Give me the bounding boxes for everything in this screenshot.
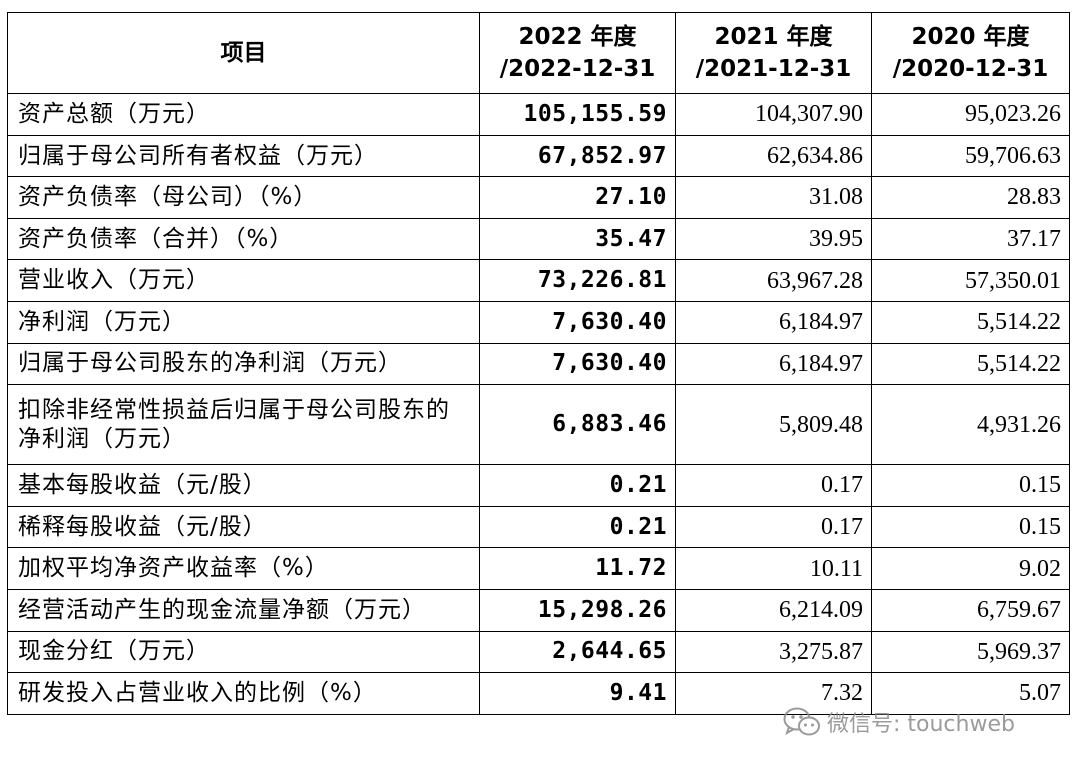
value-2020: 37.17	[871, 217, 1070, 261]
wechat-watermark: 微信号: touchweb	[783, 706, 1015, 738]
watermark-text: 微信号: touchweb	[827, 712, 1015, 737]
row-label: 现金分红（万元）	[7, 630, 480, 674]
wechat-icon	[783, 706, 821, 738]
value-2022: 6,883.46	[479, 384, 676, 466]
value-2020: 5.07	[871, 672, 1070, 715]
value-2021: 6,214.09	[675, 588, 872, 632]
financial-data-table: 项目 2022 年度 /2022-12-31 2021 年度 /2021-12-…	[7, 12, 1070, 715]
value-2020: 59,706.63	[871, 134, 1070, 178]
header-2021-year: 2021 年度	[714, 23, 833, 50]
value-2021: 10.11	[675, 547, 872, 590]
header-2022-date: /2022-12-31	[499, 56, 656, 82]
table-row: 扣除非经常性损益后归属于母公司股东的净利润（万元） 6,883.46 5,809…	[7, 384, 1070, 466]
table-row: 现金分红（万元） 2,644.65 3,275.87 5,969.37	[7, 630, 1070, 674]
row-label: 资产负债率（合并）（%）	[7, 217, 480, 261]
value-2022: 9.41	[479, 672, 676, 715]
value-2022: 7,630.40	[479, 300, 676, 344]
row-label: 扣除非经常性损益后归属于母公司股东的净利润（万元）	[7, 384, 480, 466]
table-row: 净利润（万元） 7,630.40 6,184.97 5,514.22	[7, 300, 1070, 344]
value-2020: 5,514.22	[871, 300, 1070, 344]
header-item-label: 项目	[220, 39, 267, 66]
value-2021: 62,634.86	[675, 134, 872, 178]
table-row: 资产总额（万元） 105,155.59 104,307.90 95,023.26	[7, 93, 1070, 136]
value-2022: 2,644.65	[479, 630, 676, 674]
value-2020: 4,931.26	[871, 384, 1070, 466]
value-2020: 5,514.22	[871, 342, 1070, 386]
table-row: 营业收入（万元） 73,226.81 63,967.28 57,350.01	[7, 259, 1070, 302]
value-2022: 11.72	[479, 547, 676, 590]
value-2020: 0.15	[871, 505, 1070, 549]
table-row: 基本每股收益（元/股） 0.21 0.17 0.15	[7, 464, 1070, 507]
value-2021: 6,184.97	[675, 300, 872, 344]
value-2022: 27.10	[479, 176, 676, 219]
table-row: 资产负债率（母公司）（%） 27.10 31.08 28.83	[7, 176, 1070, 219]
row-label: 基本每股收益（元/股）	[7, 464, 480, 507]
header-2020: 2020 年度 /2020-12-31	[871, 12, 1070, 94]
value-2022: 0.21	[479, 464, 676, 507]
value-2022: 7,630.40	[479, 342, 676, 386]
value-2020: 57,350.01	[871, 259, 1070, 302]
value-2022: 105,155.59	[479, 93, 676, 136]
row-label: 资产总额（万元）	[7, 93, 480, 136]
value-2022: 35.47	[479, 217, 676, 261]
header-2022: 2022 年度 /2022-12-31	[479, 12, 676, 94]
row-label: 加权平均净资产收益率（%）	[7, 547, 480, 590]
header-2020-year: 2020 年度	[911, 23, 1030, 50]
row-label: 归属于母公司股东的净利润（万元）	[7, 342, 480, 386]
value-2021: 6,184.97	[675, 342, 872, 386]
value-2021: 104,307.90	[675, 93, 872, 136]
value-2022: 67,852.97	[479, 134, 676, 178]
row-label: 资产负债率（母公司）（%）	[7, 176, 480, 219]
header-2022-year: 2022 年度	[518, 23, 637, 50]
value-2020: 95,023.26	[871, 93, 1070, 136]
table-row: 资产负债率（合并）（%） 35.47 39.95 37.17	[7, 217, 1070, 261]
value-2022: 73,226.81	[479, 259, 676, 302]
value-2020: 6,759.67	[871, 588, 1070, 632]
value-2021: 7.32	[675, 672, 872, 715]
value-2020: 0.15	[871, 464, 1070, 507]
value-2020: 28.83	[871, 176, 1070, 219]
value-2022: 15,298.26	[479, 588, 676, 632]
table-row: 经营活动产生的现金流量净额（万元） 15,298.26 6,214.09 6,7…	[7, 588, 1070, 632]
header-2021: 2021 年度 /2021-12-31	[675, 12, 872, 94]
header-2020-date: /2020-12-31	[892, 56, 1049, 82]
value-2021: 0.17	[675, 464, 872, 507]
table-row: 加权平均净资产收益率（%） 11.72 10.11 9.02	[7, 547, 1070, 590]
table-header-row: 项目 2022 年度 /2022-12-31 2021 年度 /2021-12-…	[7, 12, 1070, 94]
row-label: 归属于母公司所有者权益（万元）	[7, 134, 480, 178]
row-label: 研发投入占营业收入的比例（%）	[7, 672, 480, 715]
row-label: 营业收入（万元）	[7, 259, 480, 302]
value-2021: 39.95	[675, 217, 872, 261]
value-2021: 63,967.28	[675, 259, 872, 302]
row-label: 经营活动产生的现金流量净额（万元）	[7, 588, 480, 632]
value-2021: 3,275.87	[675, 630, 872, 674]
value-2020: 9.02	[871, 547, 1070, 590]
value-2022: 0.21	[479, 505, 676, 549]
table-row: 归属于母公司股东的净利润（万元） 7,630.40 6,184.97 5,514…	[7, 342, 1070, 386]
value-2021: 0.17	[675, 505, 872, 549]
header-item: 项目	[7, 12, 480, 94]
value-2021: 31.08	[675, 176, 872, 219]
table-row: 研发投入占营业收入的比例（%） 9.41 7.32 5.07	[7, 672, 1070, 715]
row-label: 稀释每股收益（元/股）	[7, 505, 480, 549]
value-2020: 5,969.37	[871, 630, 1070, 674]
header-2021-date: /2021-12-31	[695, 56, 852, 82]
table-row: 稀释每股收益（元/股） 0.21 0.17 0.15	[7, 505, 1070, 549]
row-label: 净利润（万元）	[7, 300, 480, 344]
financial-table-container: 项目 2022 年度 /2022-12-31 2021 年度 /2021-12-…	[7, 12, 1070, 715]
table-row: 归属于母公司所有者权益（万元） 67,852.97 62,634.86 59,7…	[7, 134, 1070, 178]
value-2021: 5,809.48	[675, 384, 872, 466]
